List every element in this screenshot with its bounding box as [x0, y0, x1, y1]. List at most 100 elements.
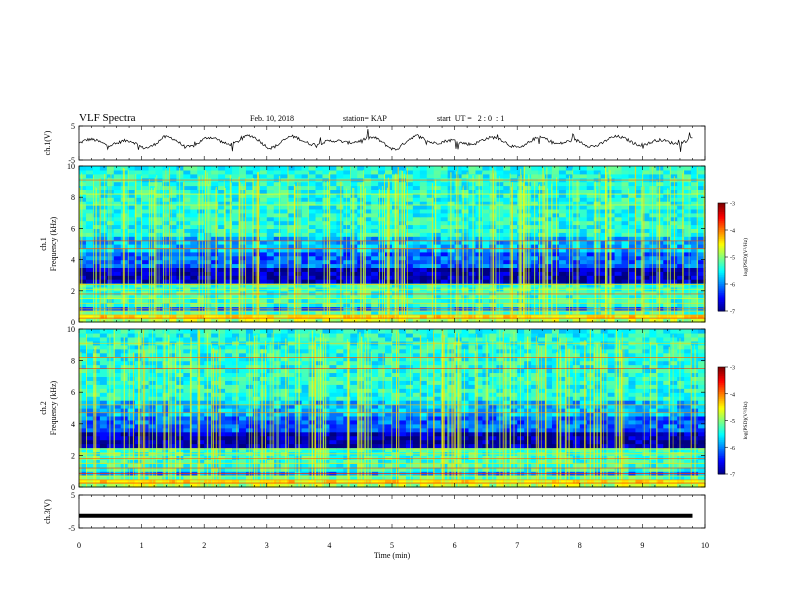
- spectrogram-cell: [350, 166, 358, 171]
- spectrogram-cell: [315, 455, 324, 460]
- spectrogram-cell: [628, 310, 637, 315]
- spectrogram-cell: [79, 279, 87, 284]
- spectrogram-cell: [545, 479, 553, 484]
- spectrogram-cell: [308, 216, 317, 222]
- spectrogram-cell: [204, 279, 212, 284]
- spectrogram-cell: [419, 228, 428, 233]
- spectrogram-cell: [294, 447, 303, 453]
- colorbar-segment: [718, 215, 725, 218]
- spectrogram-cell: [190, 181, 198, 187]
- spectrogram-cell: [405, 193, 414, 198]
- spectrogram-cell: [127, 244, 136, 249]
- spectrogram-cell: [405, 463, 414, 468]
- spectrogram-cell: [419, 463, 428, 468]
- spectrogram-cell: [197, 255, 205, 261]
- spectrogram-cell: [482, 294, 490, 300]
- spectrogram-cell: [232, 173, 240, 179]
- spectrogram-cell: [433, 166, 442, 171]
- spectrogram-cell: [482, 310, 490, 315]
- spectrogram-cell: [586, 181, 595, 187]
- spectrogram-cell: [197, 189, 205, 194]
- spectrogram-cell: [433, 467, 442, 472]
- spectrogram-cell: [197, 475, 205, 480]
- spectrogram-cell: [259, 263, 268, 268]
- spectrogram-cell: [308, 294, 317, 300]
- spectrogram-cell: [322, 271, 330, 276]
- spectrogram-cell: [301, 294, 310, 300]
- spectrogram-cell: [225, 463, 233, 468]
- spectrogram-cell: [252, 259, 261, 265]
- spectrogram-cell: [538, 220, 546, 226]
- spectrogram-cell: [677, 479, 685, 484]
- spectrogram-cell: [579, 212, 588, 218]
- spectrogram-cell: [558, 279, 567, 284]
- spectrogram-cell: [190, 310, 198, 315]
- spectrogram-cell: [684, 251, 692, 257]
- spectrogram-cell: [322, 224, 330, 229]
- spectrogram-cell: [538, 255, 546, 261]
- spectrogram-cell: [419, 220, 428, 226]
- spectrogram-cell: [433, 169, 442, 175]
- spectrogram-cell: [99, 166, 108, 171]
- spectrogram-cell: [204, 259, 212, 265]
- spectrogram-cell: [677, 185, 685, 190]
- spectrogram-cell: [183, 483, 191, 488]
- spectrogram-cell: [635, 290, 643, 296]
- spectrogram-cell: [593, 216, 602, 222]
- spectrogram-cell: [586, 244, 595, 249]
- spectrogram-cell: [419, 475, 428, 480]
- spectrogram-cell: [579, 189, 588, 194]
- spectrogram-cell: [127, 173, 136, 179]
- spectrogram-cell: [593, 314, 602, 319]
- spectrogram-cell: [252, 240, 261, 245]
- spectrogram-cell: [79, 271, 87, 276]
- spectrogram-cell: [162, 463, 171, 468]
- spectrogram-cell: [259, 240, 268, 245]
- spectrogram-cell: [315, 447, 324, 453]
- spectrogram-cell: [510, 166, 518, 171]
- spectrogram-cell: [551, 208, 560, 214]
- spectrogram-cell: [635, 479, 643, 484]
- spectrogram-cell: [482, 216, 490, 222]
- spectrogram-cell: [572, 193, 581, 198]
- spectrogram-cell: [183, 181, 191, 187]
- spectrogram-cell: [245, 220, 254, 226]
- spectrogram-cell: [538, 479, 546, 484]
- spectrogram-cell: [301, 197, 310, 202]
- spectrogram-cell: [273, 302, 282, 307]
- spectrogram-cell: [315, 475, 324, 480]
- spectrogram-cell: [503, 224, 511, 229]
- spectrogram-cell: [287, 267, 296, 272]
- spectrogram-cell: [572, 294, 581, 300]
- spectrogram-cell: [148, 302, 157, 307]
- spectrogram-cell: [259, 224, 268, 229]
- spectrogram-cell: [336, 447, 344, 453]
- spectrogram-cell: [259, 314, 268, 319]
- spectrogram-cell: [419, 169, 428, 175]
- spectrogram-cell: [329, 201, 337, 206]
- spectrogram-cell: [141, 318, 150, 323]
- spectrogram-cell: [503, 201, 511, 206]
- spectrogram-cell: [482, 228, 490, 233]
- spectrogram-cell: [579, 475, 588, 480]
- spectrogram-cell: [85, 220, 94, 226]
- spectrogram-cell: [510, 224, 518, 229]
- spectrogram-cell: [593, 298, 602, 304]
- spectrogram-cell: [329, 244, 337, 249]
- spectrogram-cell: [538, 463, 546, 468]
- spectrogram-cell: [510, 298, 518, 304]
- spectrogram-cell: [197, 220, 205, 226]
- spectrogram-cell: [621, 475, 630, 480]
- spectrogram-cell: [600, 236, 609, 241]
- spectrogram-cell: [266, 185, 275, 190]
- spectrogram-cell: [433, 189, 442, 194]
- spectrogram-cell: [245, 224, 254, 229]
- spectrogram-cell: [579, 314, 588, 319]
- spectrogram-cell: [211, 169, 219, 175]
- spectrogram-cell: [378, 263, 386, 268]
- spectrogram-cell: [141, 459, 150, 464]
- spectrogram-cell: [663, 483, 671, 488]
- spectrogram-cell: [336, 314, 344, 319]
- spectrogram-cell: [113, 479, 122, 484]
- spectrogram-cell: [322, 259, 330, 265]
